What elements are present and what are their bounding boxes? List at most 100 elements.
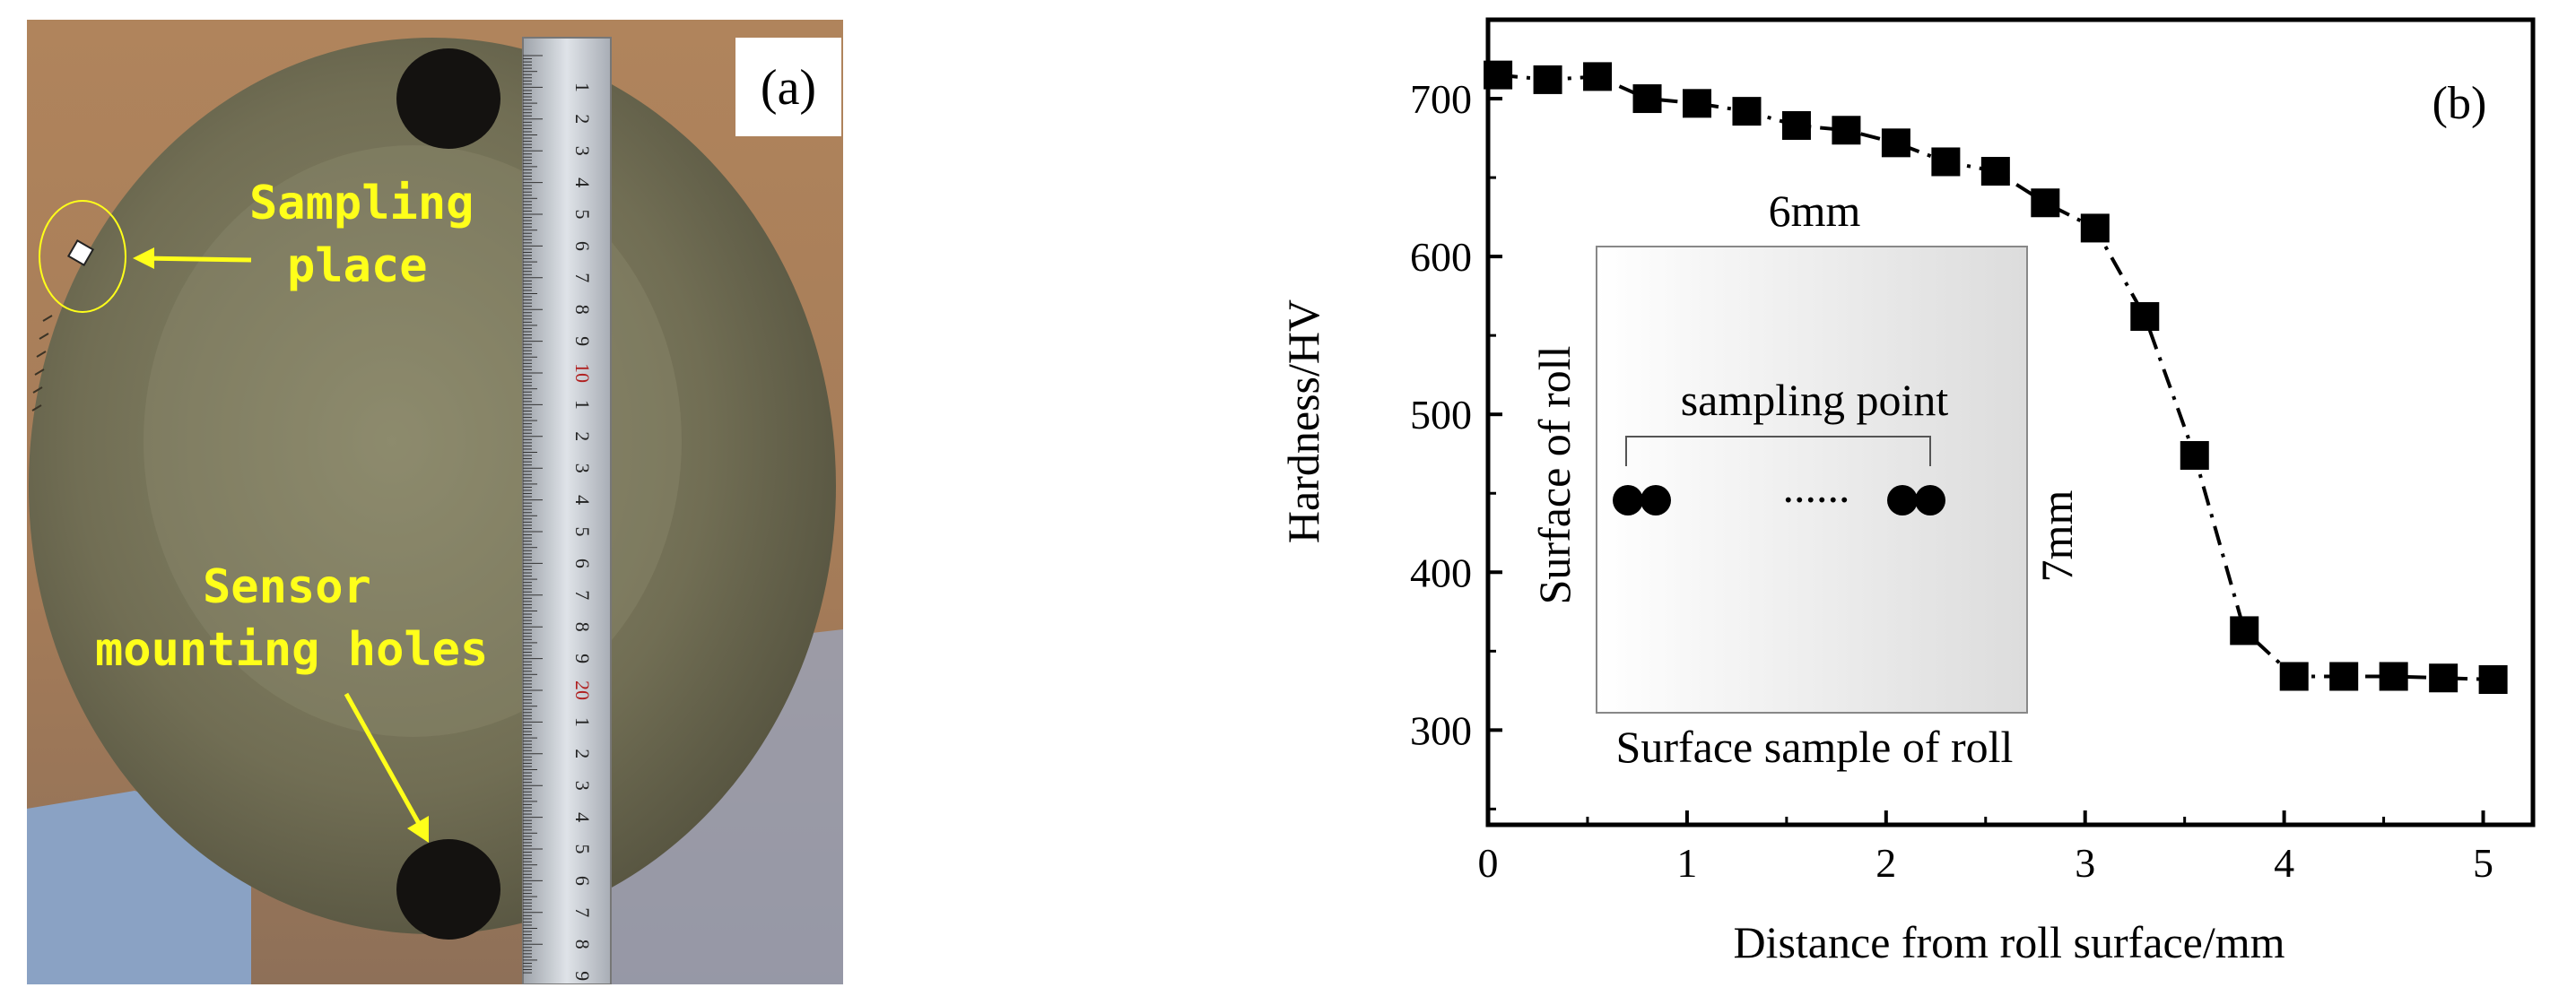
ruler-number: 8 — [571, 622, 594, 632]
ruler-number: 6 — [571, 876, 594, 886]
sampling-label-line1: Sampling — [249, 177, 474, 230]
photo-panel: 1 2 3 4 5 6 7 8 9 10 1 2 3 4 5 6 7 8 9 20 1 2 3 4 5 6 7 8 9 (a) Samp… — [27, 20, 843, 984]
y-axis-label: Hardness/HV — [1278, 299, 1328, 543]
ruler-number: 2 — [571, 431, 594, 441]
ruler-number: 20 — [571, 680, 594, 700]
data-point — [2230, 616, 2259, 645]
inset-bracket-label: sampling point — [1681, 375, 1949, 425]
ruler-number: 6 — [571, 241, 594, 251]
inset-point — [1915, 485, 1945, 515]
y-tick-label: 300 — [1410, 707, 1472, 753]
sensor-arrow-shaft — [344, 692, 424, 830]
sampling-arrow-shaft — [141, 256, 252, 263]
data-point — [1781, 110, 1811, 140]
ruler-number: 2 — [571, 749, 594, 758]
ruler-number: 1 — [571, 400, 594, 410]
ruler-number: 9 — [571, 336, 594, 346]
sensor-hole-top — [396, 48, 500, 149]
data-point — [1484, 60, 1513, 90]
ruler-number: 1 — [571, 717, 594, 727]
data-point — [2031, 188, 2060, 218]
ruler-number: 3 — [571, 781, 594, 791]
data-point — [1632, 84, 1662, 114]
panel-b-label: (b) — [2432, 78, 2487, 129]
data-point — [2478, 665, 2508, 695]
ruler-ticks — [523, 55, 543, 974]
sensor-hole-bottom — [396, 839, 500, 940]
ruler-number: 9 — [571, 971, 594, 981]
data-point — [1881, 128, 1910, 158]
data-point — [1533, 65, 1562, 94]
ruler-number: 7 — [571, 590, 594, 600]
data-point — [1931, 147, 1961, 177]
ruler-number: 1 — [571, 82, 594, 92]
ruler-numbers: 1 2 3 4 5 6 7 8 9 10 1 2 3 4 5 6 7 8 9 20 1 2 3 4 5 6 7 8 9 — [571, 82, 594, 981]
ruler-number: 7 — [571, 907, 594, 917]
ruler-number: 7 — [571, 273, 594, 282]
x-tick-label: 1 — [1676, 840, 1697, 886]
panel-a-label: (a) — [761, 60, 816, 116]
ruler-number: 4 — [571, 812, 594, 822]
ruler-number: 9 — [571, 654, 594, 663]
inset-diagram: 6mm 7mm Surface of roll Surface sample o… — [1529, 186, 2082, 772]
data-point — [2080, 213, 2110, 243]
y-tick-label: 400 — [1410, 550, 1472, 595]
data-point — [2279, 662, 2309, 691]
data-point — [2180, 440, 2209, 470]
data-point — [1832, 116, 1861, 145]
ruler-number: 8 — [571, 305, 594, 315]
hardness-series — [1484, 60, 2508, 695]
ruler-number: 4 — [571, 178, 594, 187]
ruler-number: 8 — [571, 940, 594, 949]
inset-point — [1887, 485, 1918, 515]
sensor-label-line2: mounting holes — [95, 623, 488, 677]
plot-frame — [1485, 17, 2536, 827]
ruler-number: 5 — [571, 845, 594, 854]
data-point — [2379, 662, 2408, 691]
sampling-circle — [39, 200, 126, 313]
ruler-number: 5 — [571, 527, 594, 537]
inset-bracket — [1625, 436, 1931, 466]
inset-right-label: 7mm — [2032, 490, 2082, 583]
inset-bottom-label: Surface sample of roll — [1616, 722, 2014, 772]
y-tick-label: 700 — [1410, 76, 1472, 122]
data-point — [1583, 62, 1613, 91]
data-point — [2429, 663, 2459, 693]
sensor-arrow-head — [407, 816, 429, 843]
y-tick-label: 500 — [1410, 392, 1472, 438]
hardness-chart: 0 1 2 3 4 5 300 400 500 600 700 Distance from rol… — [1278, 17, 2536, 967]
ruler-number: 6 — [571, 559, 594, 568]
ruler-number: 10 — [571, 363, 594, 383]
disk-edge-marks — [31, 315, 53, 412]
ruler — [522, 37, 612, 984]
x-axis-label: Distance from roll surface/mm — [1733, 917, 2284, 967]
x-tick-label: 2 — [1875, 840, 1896, 886]
ruler-number: 5 — [571, 210, 594, 220]
sampling-label-line2: place — [287, 239, 428, 293]
inset-point — [1613, 485, 1643, 515]
inset-point — [1640, 485, 1671, 515]
inset-dots-label: ...... — [1783, 462, 1850, 512]
data-point — [1980, 157, 2010, 186]
data-point — [1732, 97, 1762, 126]
x-axis-ticks: 0 1 2 3 4 5 — [1478, 810, 2493, 886]
ruler-number: 3 — [571, 146, 594, 156]
sampling-arrow-head — [133, 247, 154, 269]
x-tick-label: 4 — [2274, 840, 2294, 886]
sample-marker — [66, 238, 95, 267]
inset-left-label: Surface of roll — [1529, 346, 1580, 605]
ruler-number: 4 — [571, 495, 594, 505]
x-tick-label: 0 — [1478, 840, 1499, 886]
y-tick-label: 600 — [1410, 234, 1472, 280]
ruler-number: 2 — [571, 114, 594, 124]
ruler-number: 3 — [571, 464, 594, 473]
sensor-label-line1: Sensor — [203, 560, 371, 614]
y-axis-ticks: 300 400 500 600 700 — [1410, 76, 1502, 810]
inset-sample-box — [1596, 246, 2028, 714]
x-tick-label: 3 — [2075, 840, 2095, 886]
data-point — [2329, 662, 2359, 691]
inset-top-label: 6mm — [1769, 186, 1861, 236]
data-point — [1683, 89, 1711, 118]
panel-a-label-box — [735, 38, 841, 136]
data-point — [2130, 302, 2160, 332]
